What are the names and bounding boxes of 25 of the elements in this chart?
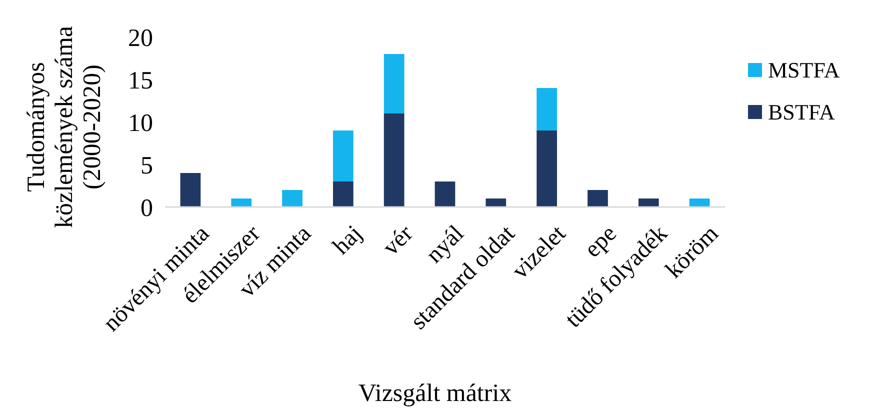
bar <box>333 182 354 207</box>
bar <box>180 173 201 207</box>
y-tick-label: 20 <box>128 24 153 52</box>
legend-label: BSTFA <box>768 100 835 125</box>
y-axis-title: Tudományos közlemények száma (2000-2020) <box>23 26 106 228</box>
bar <box>333 130 354 182</box>
x-tick-label: vér <box>378 220 418 261</box>
bar <box>588 190 608 207</box>
y-tick-label: 0 <box>140 194 153 222</box>
bar <box>384 54 404 114</box>
x-axis-title: Vizsgált mátrix <box>358 380 512 407</box>
bar <box>638 198 659 207</box>
bar <box>434 182 456 207</box>
bar <box>536 130 557 207</box>
bar <box>384 114 404 207</box>
y-tick-label: 10 <box>128 110 153 137</box>
legend-label: MSTFA <box>768 58 840 83</box>
bar <box>486 198 506 207</box>
bar <box>536 88 557 130</box>
bar <box>231 198 252 207</box>
bar <box>282 190 302 207</box>
y-tick-label: 5 <box>140 152 153 180</box>
x-tick-label: haj <box>328 220 368 260</box>
y-tick-label: 15 <box>128 67 153 94</box>
bar <box>689 198 710 207</box>
